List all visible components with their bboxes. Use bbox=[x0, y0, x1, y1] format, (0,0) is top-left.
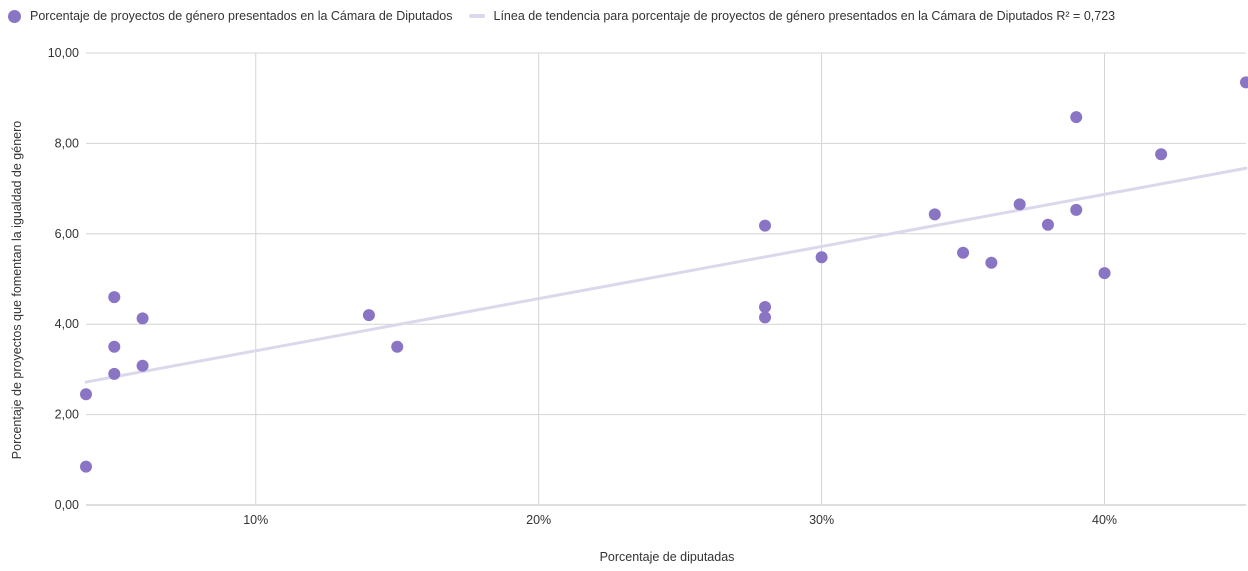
trendline bbox=[84, 166, 1248, 384]
data-point[interactable] bbox=[108, 367, 121, 380]
data-point[interactable] bbox=[759, 311, 772, 324]
y-tick-label: 6,00 bbox=[55, 227, 79, 241]
data-point[interactable] bbox=[985, 256, 998, 269]
data-point[interactable] bbox=[80, 388, 92, 401]
x-axis-ticks: 10% 20% 30% 40% bbox=[243, 513, 1117, 527]
data-point[interactable] bbox=[1041, 218, 1054, 231]
y-tick-label: 0,00 bbox=[55, 498, 79, 512]
data-point[interactable] bbox=[391, 340, 404, 353]
data-point[interactable] bbox=[928, 208, 941, 221]
x-tick-label: 30% bbox=[809, 513, 834, 527]
data-point[interactable] bbox=[759, 301, 772, 314]
data-point[interactable] bbox=[815, 251, 828, 264]
y-tick-label: 10,00 bbox=[48, 46, 79, 60]
legend-item-trendline[interactable]: Línea de tendencia para porcentaje de pr… bbox=[468, 9, 1116, 23]
data-point[interactable] bbox=[136, 312, 149, 325]
x-tick-label: 40% bbox=[1092, 513, 1117, 527]
y-tick-label: 8,00 bbox=[55, 136, 79, 150]
y-axis-ticks: 0,00 2,00 4,00 6,00 8,00 10,00 bbox=[48, 46, 79, 512]
data-point[interactable] bbox=[1098, 267, 1111, 280]
data-point[interactable] bbox=[759, 219, 772, 232]
y-axis-title: Porcentaje de proyectos que fomentan la … bbox=[10, 121, 24, 459]
data-point[interactable] bbox=[1240, 76, 1248, 89]
data-point[interactable] bbox=[1013, 198, 1026, 211]
data-point[interactable] bbox=[1070, 111, 1083, 124]
data-points bbox=[80, 76, 1248, 473]
legend-item-series[interactable]: Porcentaje de proyectos de género presen… bbox=[8, 9, 453, 23]
y-tick-label: 2,00 bbox=[55, 408, 79, 422]
x-tick-label: 10% bbox=[243, 513, 268, 527]
data-point[interactable] bbox=[362, 309, 375, 322]
legend-label-trendline: Línea de tendencia para porcentaje de pr… bbox=[493, 9, 1116, 23]
data-point[interactable] bbox=[1070, 203, 1083, 216]
y-tick-label: 4,00 bbox=[55, 317, 79, 331]
legend: Porcentaje de proyectos de género presen… bbox=[8, 6, 1131, 26]
x-axis-title: Porcentaje de diputadas bbox=[600, 550, 735, 564]
gridlines bbox=[86, 52, 1246, 506]
data-point[interactable] bbox=[108, 291, 121, 304]
data-point[interactable] bbox=[1155, 148, 1168, 161]
data-point[interactable] bbox=[80, 460, 92, 473]
data-point[interactable] bbox=[957, 246, 970, 259]
trendline-layer bbox=[84, 166, 1248, 384]
data-point[interactable] bbox=[136, 359, 149, 372]
x-tick-label: 20% bbox=[526, 513, 551, 527]
data-point[interactable] bbox=[108, 340, 121, 353]
legend-marker-line bbox=[468, 14, 485, 18]
legend-marker-dot bbox=[8, 9, 21, 23]
legend-label-series: Porcentaje de proyectos de género presen… bbox=[30, 9, 453, 23]
